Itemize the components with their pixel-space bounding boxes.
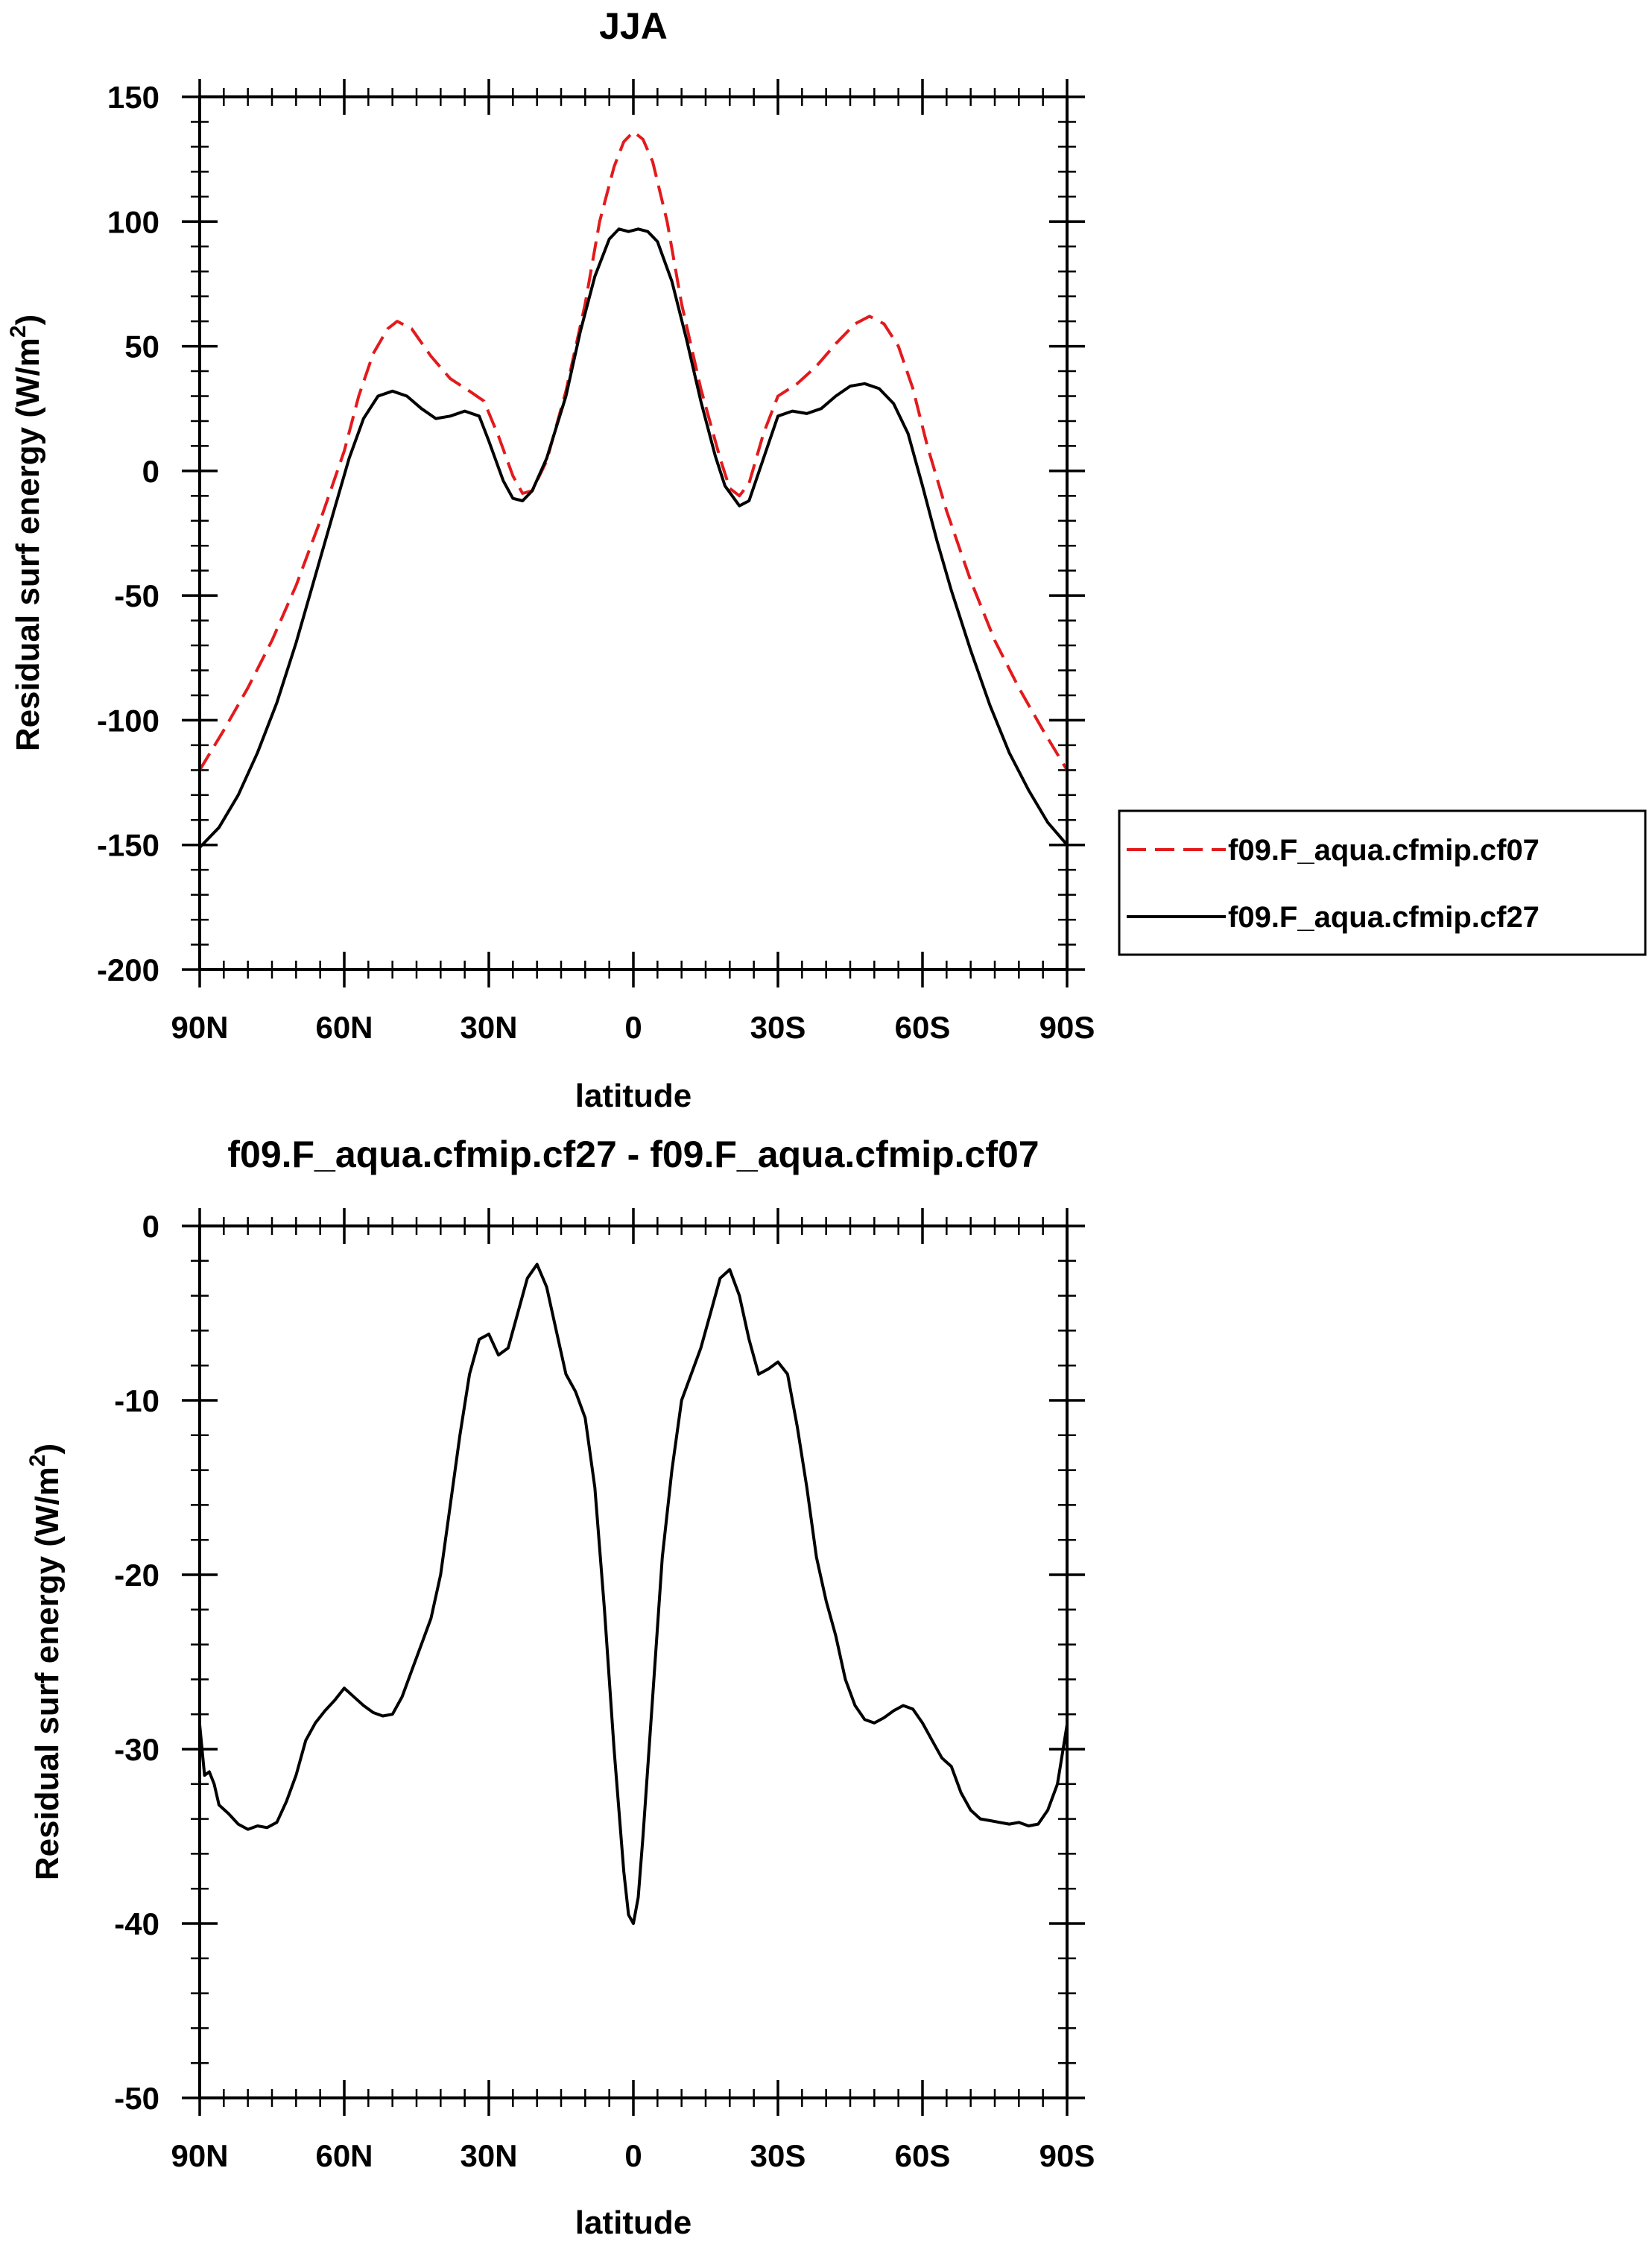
x-tick-label: 90N (171, 2138, 228, 2173)
plot-frame (198, 1224, 1069, 2099)
y-tick-label: -40 (114, 1906, 159, 1941)
series-lines (198, 130, 1069, 849)
plot-frame (198, 95, 1069, 971)
series-lines (198, 1262, 1069, 1925)
x-tick-label: 60N (315, 2138, 373, 2173)
y-tick-label: 100 (107, 204, 159, 239)
y-tick-label: -50 (114, 578, 159, 613)
x-tick-label: 90N (171, 1010, 228, 1045)
legend-label-cf27: f09.F_aqua.cfmip.cf27 (1228, 901, 1539, 934)
y-tick-label: -100 (97, 703, 159, 738)
x-tick-label: 30S (750, 1010, 806, 1045)
y-tick-label: 0 (142, 1209, 159, 1244)
x-tick-label: 0 (624, 2138, 642, 2173)
y-axis-title: Residual surf energy (W/m2) (25, 1444, 66, 1880)
y-axis-title-main: Residual surf energy (W/m (10, 338, 46, 751)
chart-title: JJA (599, 5, 668, 47)
x-tick-labels: 90N 60N 30N 0 30S 60S 90S (171, 2138, 1095, 2173)
x-tick-label: 60S (895, 1010, 951, 1045)
x-tick-label: 30N (460, 2138, 517, 2173)
x-axis-title: latitude (575, 1078, 692, 1114)
y-tick-label: -150 (97, 828, 159, 863)
series-line-difference-0 (198, 1262, 1069, 1925)
x-tick-label: 30S (750, 2138, 806, 2173)
x-tick-label: 60S (895, 2138, 951, 2173)
series-line-f09-f-aqua-cfmip-cf27 (198, 227, 1069, 849)
y-tick-labels: 0 -10 -20 -30 -40 -50 (114, 1209, 159, 2116)
y-tick-label: 150 (107, 80, 159, 115)
x-axis-title: latitude (575, 2205, 692, 2241)
legend-label-cf07: f09.F_aqua.cfmip.cf07 (1228, 834, 1539, 867)
y-axis-title-close: ) (29, 1444, 66, 1455)
x-tick-labels: 90N 60N 30N 0 30S 60S 90S (171, 1010, 1095, 1045)
y-tick-label: 0 (142, 454, 159, 489)
y-tick-label: -200 (97, 952, 159, 987)
x-tick-label: 90S (1039, 2138, 1095, 2173)
chart-panel-jja: JJA 150 100 50 0 -50 -100 -150 -200 90N 60N 30N 0 3… (6, 5, 1095, 1114)
y-tick-label: -30 (114, 1732, 159, 1767)
y-axis-title-superscript: 2 (25, 1454, 50, 1467)
chart-panel-difference: f09.F_aqua.cfmip.cf27 - f09.F_aqua.cfmip… (25, 1134, 1095, 2241)
legend: f09.F_aqua.cfmip.cf07 f09.F_aqua.cfmip.c… (1118, 809, 1647, 956)
y-tick-label: -10 (114, 1383, 159, 1418)
x-tick-label: 30N (460, 1010, 517, 1045)
x-tick-label: 0 (624, 1010, 642, 1045)
legend-box (1118, 809, 1647, 956)
y-tick-label: -20 (114, 1558, 159, 1593)
x-tick-label: 60N (315, 1010, 373, 1045)
y-axis-title-main: Residual surf energy (W/m (29, 1467, 66, 1880)
y-tick-label: 50 (124, 329, 159, 364)
y-axis-title-close: ) (10, 315, 46, 326)
y-axis-title: Residual surf energy (W/m2) (6, 315, 46, 751)
y-axis-title-superscript: 2 (6, 325, 31, 338)
series-line-f09-f-aqua-cfmip-cf07 (198, 130, 1069, 771)
chart-title: f09.F_aqua.cfmip.cf27 - f09.F_aqua.cfmip… (227, 1134, 1039, 1175)
y-tick-labels: 150 100 50 0 -50 -100 -150 -200 (97, 80, 159, 987)
x-tick-label: 90S (1039, 1010, 1095, 1045)
y-tick-label: -50 (114, 2081, 159, 2116)
